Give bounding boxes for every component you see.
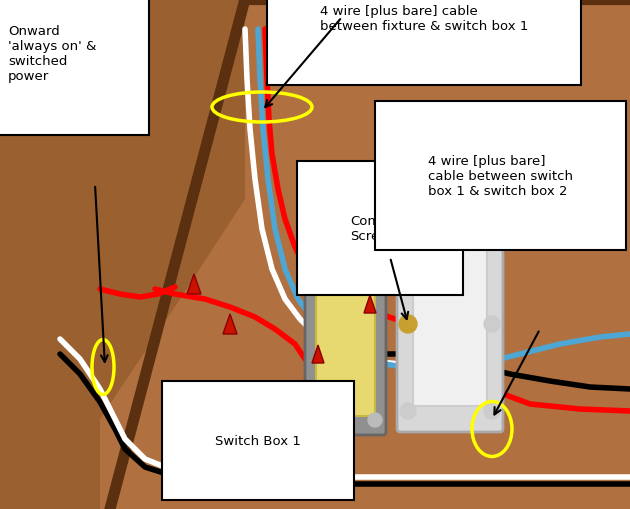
Circle shape	[484, 230, 500, 245]
Circle shape	[309, 263, 323, 276]
FancyBboxPatch shape	[316, 267, 375, 416]
Polygon shape	[0, 0, 245, 509]
Circle shape	[484, 317, 500, 332]
Circle shape	[368, 263, 382, 276]
FancyBboxPatch shape	[413, 238, 487, 406]
Circle shape	[400, 403, 416, 419]
FancyBboxPatch shape	[397, 216, 503, 432]
Text: Common
Screw: Common Screw	[350, 215, 410, 242]
Circle shape	[484, 403, 500, 419]
Circle shape	[368, 413, 382, 427]
Polygon shape	[223, 315, 237, 334]
Text: 4 wire [plus bare] cable
between fixture & switch box 1: 4 wire [plus bare] cable between fixture…	[320, 5, 529, 33]
Text: 4 wire [plus bare]
cable between switch
box 1 & switch box 2: 4 wire [plus bare] cable between switch …	[428, 155, 573, 197]
Polygon shape	[312, 345, 324, 363]
Circle shape	[399, 316, 417, 333]
Circle shape	[309, 413, 323, 427]
Text: Switch Box 1: Switch Box 1	[215, 434, 301, 447]
Text: Onward
'always on' &
switched
power: Onward 'always on' & switched power	[8, 25, 96, 83]
Circle shape	[400, 230, 416, 245]
FancyBboxPatch shape	[305, 254, 386, 435]
Polygon shape	[364, 295, 376, 314]
Circle shape	[400, 317, 416, 332]
Polygon shape	[187, 274, 201, 294]
Polygon shape	[100, 0, 630, 509]
